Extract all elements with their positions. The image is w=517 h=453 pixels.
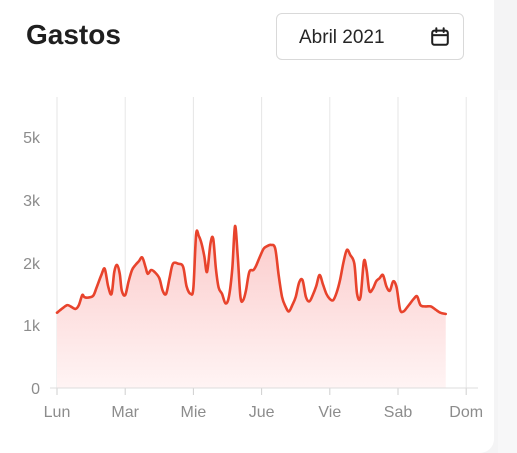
x-tick-label: Jue	[249, 404, 275, 421]
x-tick-label: Sab	[384, 404, 413, 421]
x-tick-label: Mie	[181, 404, 207, 421]
series-area-fill	[57, 225, 446, 388]
x-tick-label: Lun	[44, 404, 71, 421]
side-panel-edge	[498, 90, 517, 453]
expenses-area-chart: Lun Mar Mie Jue Vie Sab Dom 0 1k 2k 3k 5k	[23, 97, 483, 421]
y-tick-label: 5k	[23, 130, 41, 147]
month-picker[interactable]: Abril 2021	[276, 13, 464, 60]
y-tick-label: 1k	[23, 318, 41, 335]
y-tick-label: 0	[31, 381, 40, 398]
x-tick-label: Mar	[111, 404, 139, 421]
x-tick-label: Vie	[318, 404, 341, 421]
y-tick-label: 3k	[23, 193, 41, 210]
card-title: Gastos	[26, 19, 121, 50]
calendar-icon	[431, 27, 449, 46]
x-tick-label: Dom	[449, 404, 483, 421]
month-picker-value: Abril 2021	[299, 27, 385, 48]
series-line	[55, 224, 448, 316]
y-tick-label: 2k	[23, 256, 41, 273]
expenses-card: Gastos Abril 2021 Lun Mar Mie Jue Vie Sab Dom 0…	[0, 0, 494, 453]
